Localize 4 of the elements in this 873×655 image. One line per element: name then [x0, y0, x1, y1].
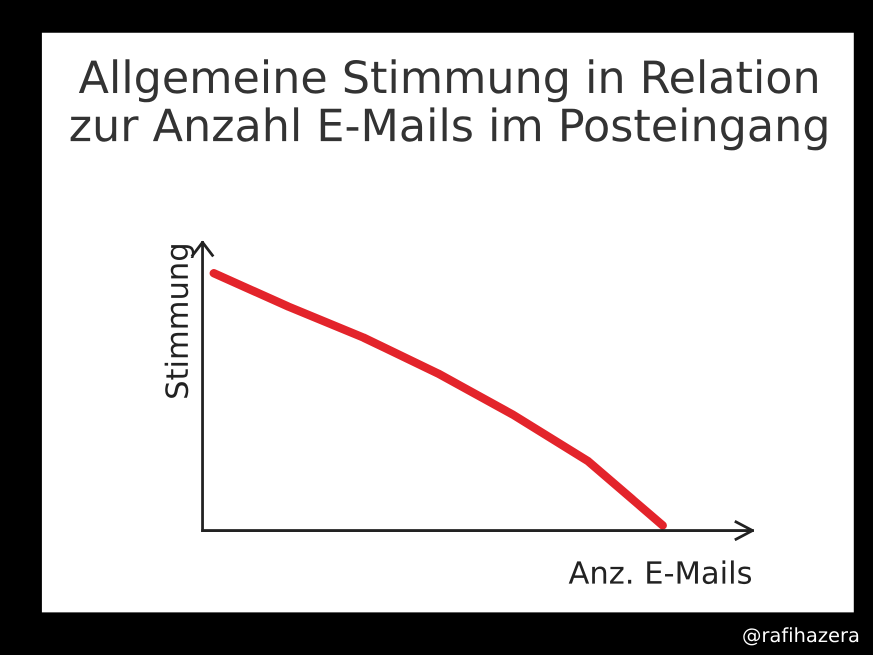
x-axis-title: Anz. E-Mails	[568, 560, 752, 584]
text: @rafihazera	[743, 627, 858, 646]
y-axis-title: Stimmung	[164, 245, 194, 398]
chart-title: Allgemeine Stimmung in Relation zur Anzahl E-Mails im Posteingang	[70, 59, 826, 150]
